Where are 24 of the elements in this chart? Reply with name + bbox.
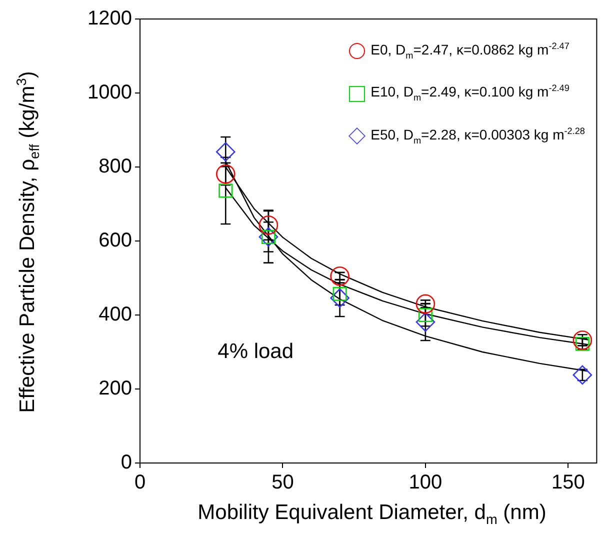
point <box>216 142 236 162</box>
point <box>258 215 278 235</box>
x-tick-label: 100 <box>408 472 442 494</box>
x-axis-title: Mobility Equivalent Diameter, d$_{m}$ (nm) <box>198 500 546 528</box>
x-tick-label: 0 <box>134 472 146 494</box>
point <box>218 184 233 198</box>
y-tick-label: 1000 <box>88 82 132 104</box>
point <box>416 312 436 332</box>
x-tick-label: 50 <box>272 472 294 494</box>
point <box>416 294 436 314</box>
y-tick-label: 200 <box>98 378 132 400</box>
legend-label: E50, D$_{m}$=2.28, κ=0.00303 kg m$^{-2.28}$ <box>370 124 585 148</box>
y-tick-label: 0 <box>120 452 132 474</box>
y-tick-label: 800 <box>98 156 132 178</box>
point <box>572 365 592 385</box>
x-tick-label: 150 <box>551 472 585 494</box>
y-tick-label: 600 <box>98 230 132 252</box>
legend-label: E0, D$_{m}$=2.47, κ=0.0862 kg m$^{-2.47}$ <box>370 40 570 62</box>
point <box>330 266 350 286</box>
point <box>330 288 350 308</box>
y-tick-label: 400 <box>98 304 132 326</box>
y-tick-label: 1200 <box>88 8 132 30</box>
annotation: 4% load <box>218 340 294 363</box>
legend-label: E10, D$_{m}$=2.49, κ=0.100 kg m$^{-2.49}$ <box>370 82 570 105</box>
